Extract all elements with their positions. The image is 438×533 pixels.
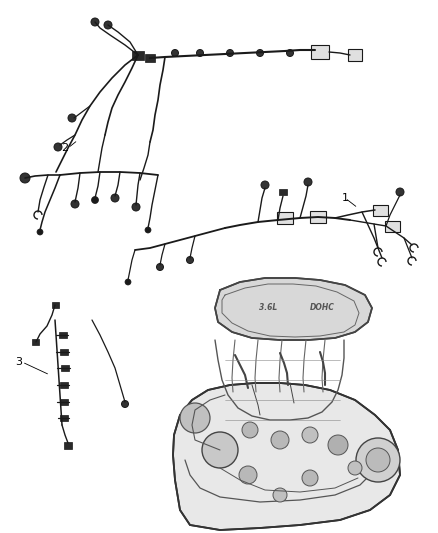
Bar [60,382,68,388]
Circle shape [304,178,312,186]
Circle shape [261,181,269,189]
Text: 3: 3 [15,357,22,367]
Circle shape [302,427,318,443]
Text: DOHC: DOHC [310,303,335,312]
Bar [279,189,287,195]
Circle shape [121,400,128,408]
Circle shape [111,194,119,202]
Bar [32,339,39,345]
Circle shape [273,488,287,502]
Circle shape [348,461,362,475]
Circle shape [68,114,76,122]
Circle shape [239,466,257,484]
Circle shape [132,203,140,211]
Bar [145,54,155,62]
Circle shape [286,50,293,56]
Bar [64,441,72,448]
Bar [385,221,399,231]
Circle shape [197,50,204,56]
Circle shape [366,448,390,472]
Circle shape [91,18,99,26]
Bar [59,332,67,338]
Circle shape [20,173,30,183]
Circle shape [302,470,318,486]
Circle shape [396,188,404,196]
Text: 1: 1 [342,193,349,203]
Circle shape [37,229,43,235]
Bar [132,51,144,60]
Bar [60,365,69,371]
Bar [60,415,67,421]
Circle shape [202,432,238,468]
Circle shape [172,50,179,56]
Circle shape [242,422,258,438]
Circle shape [328,435,348,455]
Circle shape [187,256,194,263]
Circle shape [54,143,62,151]
Circle shape [356,438,400,482]
Bar [311,45,329,59]
Bar [60,399,68,405]
Bar [310,211,326,223]
Circle shape [257,50,264,56]
Circle shape [104,21,112,29]
Circle shape [180,403,210,433]
Bar [277,212,293,224]
Circle shape [271,431,289,449]
Circle shape [92,197,99,204]
Bar [60,349,68,355]
Bar [348,49,362,61]
Polygon shape [173,383,400,530]
Circle shape [145,227,151,233]
Circle shape [226,50,233,56]
Circle shape [156,263,163,271]
Circle shape [71,200,79,208]
Polygon shape [215,278,372,340]
Text: 2: 2 [61,143,68,153]
Bar [372,205,388,215]
Bar [52,302,59,308]
Circle shape [125,279,131,285]
Text: 3.6L: 3.6L [259,303,277,312]
